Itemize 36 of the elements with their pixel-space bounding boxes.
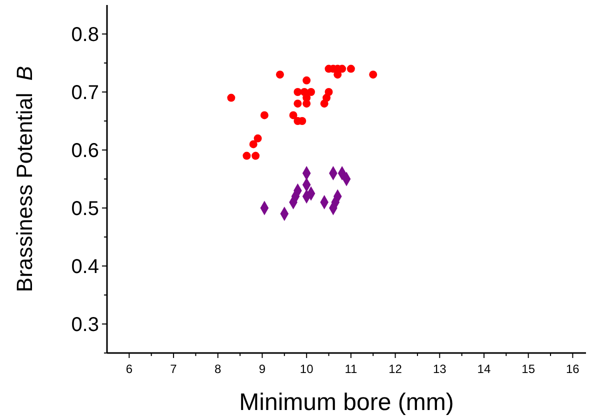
x-tick-label: 11: [344, 362, 358, 376]
x-tick-label: 10: [300, 362, 314, 376]
point: [254, 134, 262, 142]
point: [369, 70, 378, 79]
x-tick-label: 8: [214, 362, 222, 376]
x-tick-label: 12: [388, 362, 402, 376]
y-tick-label: 0.5: [71, 198, 99, 220]
point: [346, 64, 355, 73]
point: [300, 88, 308, 96]
point: [260, 111, 268, 120]
x-tick-label: 7: [170, 362, 178, 376]
x-tick-label: 9: [258, 362, 266, 376]
y-tick-label: 0.6: [71, 140, 99, 162]
point: [242, 152, 251, 160]
point: [276, 70, 284, 79]
x-tick-label: 14: [477, 362, 491, 376]
x-tick-label: 13: [432, 362, 447, 376]
point: [252, 152, 260, 160]
x-axis-title: Minimum bore (mm): [239, 389, 454, 416]
point: [227, 94, 236, 102]
point: [302, 76, 311, 84]
point: [307, 88, 316, 96]
y-tick-label: 0.3: [71, 314, 99, 336]
y-axis-title: Brassiness Potential B: [12, 66, 37, 292]
point: [324, 88, 333, 96]
point: [249, 140, 258, 148]
point: [289, 111, 298, 120]
point: [302, 100, 311, 108]
x-tick-label: 16: [566, 362, 580, 376]
point: [294, 100, 302, 108]
x-tick-label: 15: [522, 362, 536, 376]
y-tick-label: 0.8: [71, 24, 99, 46]
x-tick-label: 6: [126, 362, 133, 376]
y-tick-label: 0.7: [71, 82, 99, 104]
point: [294, 88, 302, 96]
y-tick-label: 0.4: [71, 256, 99, 278]
